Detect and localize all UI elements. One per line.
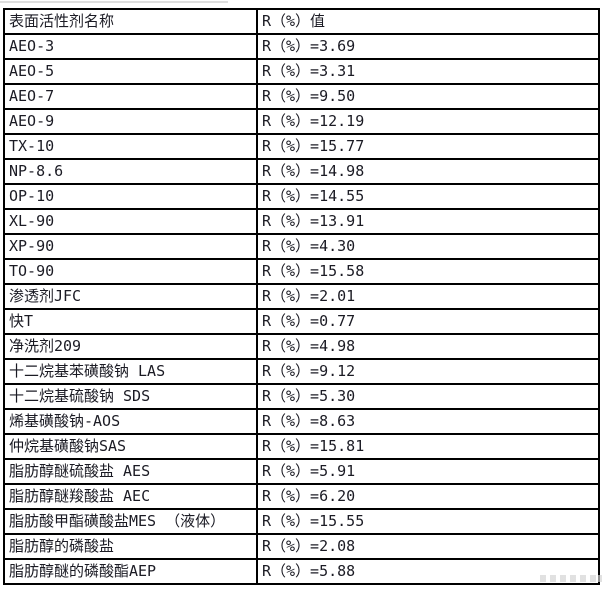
table-row: 净洗剂209 R（%）=4.98: [3, 333, 600, 360]
r-percent-value-cell: R（%）=6.20: [256, 483, 600, 510]
table-row: 烯基磺酸钠-AOS R（%）=8.63: [3, 408, 600, 435]
header-row: 表面活性剂名称 R（%）值: [3, 8, 600, 35]
r-percent-value-cell: R（%）=3.31: [256, 58, 600, 85]
r-percent-value-cell: R（%）=8.63: [256, 408, 600, 435]
r-percent-value-cell: R（%）=15.55: [256, 508, 600, 535]
surfactant-name-cell: 脂肪醇的磷酸盐: [3, 533, 258, 560]
r-percent-value-cell: R（%）=4.30: [256, 233, 600, 260]
table-row: 脂肪醇醚羧酸盐 AEC R（%）=6.20: [3, 483, 600, 510]
table-row: 仲烷基磺酸钠SAS R（%）=15.81: [3, 433, 600, 460]
surfactant-name-cell: XP-90: [3, 233, 258, 260]
table-row: 渗透剂JFC R（%）=2.01: [3, 283, 600, 310]
surfactant-name-cell: 脂肪酸甲酯磺酸盐MES （液体）: [3, 508, 258, 535]
surfactant-name-cell: 净洗剂209: [3, 333, 258, 360]
surfactant-r-value-table: 表面活性剂名称 R（%）值 AEO-3 R（%）=3.69 AEO-5 R（%）=3.…: [3, 8, 600, 585]
surfactant-name-cell: AEO-3: [3, 33, 258, 60]
decorative-gray-streak: [0, 1, 228, 3]
surfactant-name-cell: TX-10: [3, 133, 258, 160]
column-header-r-percent-value: R（%）值: [256, 8, 600, 35]
r-percent-value-cell: R（%）=2.01: [256, 283, 600, 310]
surfactant-name-cell: 十二烷基硫酸钠 SDS: [3, 383, 258, 410]
r-percent-value-cell: R（%）=15.77: [256, 133, 600, 160]
table-row: TO-90 R（%）=15.58: [3, 258, 600, 285]
table-row: TX-10 R（%）=15.77: [3, 133, 600, 160]
surfactant-name-cell: NP-8.6: [3, 158, 258, 185]
surfactant-name-cell: 脂肪醇醚硫酸盐 AES: [3, 458, 258, 485]
surfactant-name-cell: 仲烷基磺酸钠SAS: [3, 433, 258, 460]
table-row: XP-90 R（%）=4.30: [3, 233, 600, 260]
surfactant-name-cell: AEO-5: [3, 58, 258, 85]
r-percent-value-cell: R（%）=0.77: [256, 308, 600, 335]
r-percent-value-cell: R（%）=12.19: [256, 108, 600, 135]
r-percent-value-cell: R（%）=4.98: [256, 333, 600, 360]
r-percent-value-cell: R（%）=5.91: [256, 458, 600, 485]
table-row: OP-10 R（%）=14.55: [3, 183, 600, 210]
table-row: AEO-9 R（%）=12.19: [3, 108, 600, 135]
surfactant-name-cell: 脂肪醇醚的磷酸酯AEP: [3, 558, 258, 585]
table-row: 快T R（%）=0.77: [3, 308, 600, 335]
r-percent-value-cell: R（%）=14.98: [256, 158, 600, 185]
table-row: XL-90 R（%）=13.91: [3, 208, 600, 235]
surfactant-name-cell: 脂肪醇醚羧酸盐 AEC: [3, 483, 258, 510]
surfactant-name-cell: XL-90: [3, 208, 258, 235]
r-percent-value-cell: R（%）=13.91: [256, 208, 600, 235]
table-row: AEO-3 R（%）=3.69: [3, 33, 600, 60]
table-row: 脂肪酸甲酯磺酸盐MES （液体） R（%）=15.55: [3, 508, 600, 535]
surfactant-name-cell: 快T: [3, 308, 258, 335]
watermark: [540, 575, 602, 582]
r-percent-value-cell: R（%）=15.58: [256, 258, 600, 285]
table-row: NP-8.6 R（%）=14.98: [3, 158, 600, 185]
table-row: AEO-7 R（%）=9.50: [3, 83, 600, 110]
r-percent-value-cell: R（%）=9.50: [256, 83, 600, 110]
table-row: 脂肪醇的磷酸盐 R（%）=2.08: [3, 533, 600, 560]
r-percent-value-cell: R（%）=14.55: [256, 183, 600, 210]
r-percent-value-cell: R（%）=5.30: [256, 383, 600, 410]
table-row: 十二烷基硫酸钠 SDS R（%）=5.30: [3, 383, 600, 410]
surfactant-name-cell: OP-10: [3, 183, 258, 210]
surfactant-name-cell: AEO-9: [3, 108, 258, 135]
surfactant-name-cell: 烯基磺酸钠-AOS: [3, 408, 258, 435]
r-percent-value-cell: R（%）=3.69: [256, 33, 600, 60]
table-row: AEO-5 R（%）=3.31: [3, 58, 600, 85]
table-row: 十二烷基苯磺酸钠 LAS R（%）=9.12: [3, 358, 600, 385]
table-row: 脂肪醇醚硫酸盐 AES R（%）=5.91: [3, 458, 600, 485]
surfactant-name-cell: TO-90: [3, 258, 258, 285]
column-header-surfactant-name: 表面活性剂名称: [3, 8, 258, 35]
r-percent-value-cell: R（%）=9.12: [256, 358, 600, 385]
surfactant-name-cell: AEO-7: [3, 83, 258, 110]
r-percent-value-cell: R（%）=15.81: [256, 433, 600, 460]
surfactant-name-cell: 十二烷基苯磺酸钠 LAS: [3, 358, 258, 385]
table-row: 脂肪醇醚的磷酸酯AEP R（%）=5.88: [3, 558, 600, 585]
r-percent-value-cell: R（%）=2.08: [256, 533, 600, 560]
surfactant-name-cell: 渗透剂JFC: [3, 283, 258, 310]
